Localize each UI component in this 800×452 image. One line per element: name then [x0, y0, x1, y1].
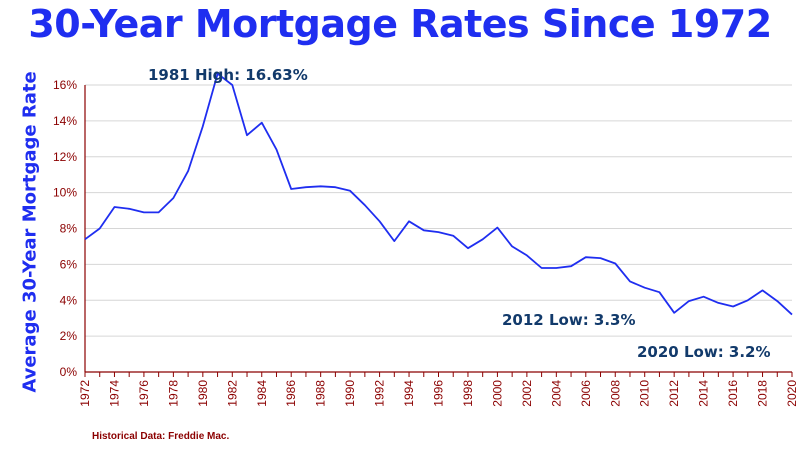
x-tick-label: 2004: [549, 380, 563, 407]
y-tick-label: 6%: [60, 257, 78, 271]
x-tick-label: 2002: [520, 380, 534, 407]
x-tick-label: 1986: [284, 380, 298, 407]
x-tick-label: 2012: [667, 380, 681, 407]
annotation-label: 1981 High: 16.63%: [148, 66, 308, 84]
annotation-label: 2020 Low: 3.2%: [637, 343, 771, 361]
x-tick-label: 1972: [78, 380, 92, 407]
x-tick-label: 1978: [166, 380, 180, 407]
x-tick-label: 1994: [402, 380, 416, 407]
y-tick-label: 12%: [53, 150, 77, 164]
y-tick-label: 8%: [60, 222, 78, 236]
x-tick-label: 2010: [638, 380, 652, 407]
x-tick-label: 1974: [107, 380, 121, 407]
x-tick-label: 1988: [314, 380, 328, 407]
x-tick-label: 2006: [579, 380, 593, 407]
source-note: Historical Data: Freddie Mac.: [92, 431, 230, 442]
y-tick-label: 10%: [53, 186, 77, 200]
x-tick-label: 1990: [343, 380, 357, 407]
x-tick-label: 2020: [785, 380, 799, 407]
y-tick-label: 4%: [60, 293, 78, 307]
x-tick-label: 2008: [608, 380, 622, 407]
annotation-label: 2012 Low: 3.3%: [502, 311, 636, 329]
x-tick-label: 2016: [726, 380, 740, 407]
y-tick-label: 14%: [53, 114, 77, 128]
x-tick-label: 1996: [432, 380, 446, 407]
x-tick-label: 1982: [225, 380, 239, 407]
x-tick-label: 2014: [697, 380, 711, 407]
x-tick-label: 2000: [490, 380, 504, 407]
series-line: [84, 72, 793, 316]
y-tick-label: 0%: [60, 365, 78, 379]
x-tick-label: 1976: [137, 380, 151, 407]
chart-title: 30-Year Mortgage Rates Since 1972: [28, 2, 772, 46]
y-tick-label: 2%: [60, 329, 78, 343]
x-tick-label: 1998: [461, 380, 475, 407]
x-tick-label: 1992: [373, 380, 387, 407]
y-tick-label: 16%: [53, 78, 77, 92]
x-tick-label: 1980: [196, 380, 210, 407]
x-tick-label: 1984: [255, 380, 269, 407]
x-tick-label: 2018: [756, 380, 770, 407]
